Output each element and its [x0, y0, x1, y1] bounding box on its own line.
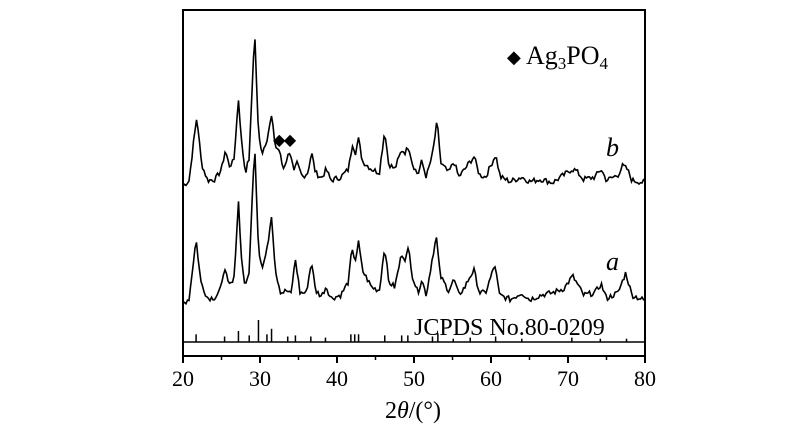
x-tick-label-70: 70 [557, 366, 579, 391]
legend-label: Ag3PO4 [526, 41, 609, 73]
diamond-marker-0: ◆ [273, 132, 286, 149]
x-axis-title: 2θ/(°) [385, 398, 441, 424]
x-tick-label-30: 30 [249, 366, 271, 391]
x-tick-label-20: 20 [172, 366, 194, 391]
x-tick-group: 20 30 40 50 60 70 80 [172, 356, 656, 391]
trace-group [182, 39, 646, 306]
reference-label: JCPDS No.80-0209 [414, 315, 605, 341]
series-line-b [182, 39, 646, 187]
marker-group: ◆◆ [273, 132, 297, 149]
legend-marker: ◆ [507, 47, 521, 67]
series-line-a [182, 153, 646, 306]
x-tick-label-40: 40 [326, 366, 348, 391]
series-label-a: a [606, 247, 619, 276]
x-tick-label-50: 50 [403, 366, 425, 391]
x-tick-label-80: 80 [634, 366, 656, 391]
reference-line-group [195, 320, 628, 342]
series-label-b: b [606, 133, 619, 162]
diamond-marker-1: ◆ [284, 132, 297, 149]
x-tick-label-60: 60 [480, 366, 502, 391]
